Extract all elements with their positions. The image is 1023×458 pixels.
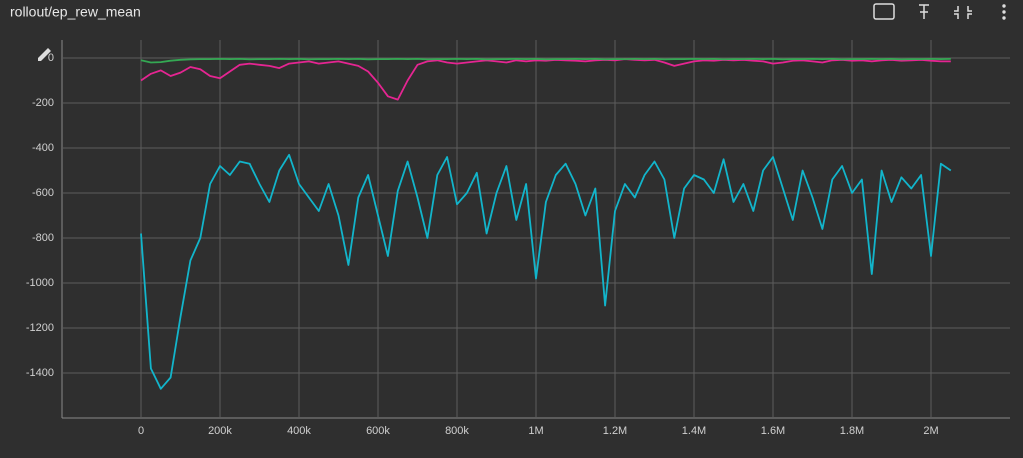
x-tick-label: 0: [138, 425, 144, 437]
y-tick-label: -600: [32, 187, 54, 199]
chart-title: rollout/ep_rew_mean: [10, 4, 141, 20]
x-tick-label: 2M: [923, 425, 938, 437]
edit-icon[interactable]: [38, 48, 51, 61]
plot-area: -1400 -1200 -1000 -800 -600 -400 -200 0 0 200k 400…: [26, 40, 1010, 437]
x-tick-label: 200k: [208, 425, 232, 437]
y-tick-label: 0: [48, 52, 54, 64]
x-tick-label: 1M: [528, 425, 543, 437]
toolbar: [38, 3, 1006, 61]
x-tick-label: 800k: [445, 425, 469, 437]
series-line: [140, 58, 951, 101]
x-tick-label: 600k: [366, 425, 390, 437]
x-tick-label: 1.2M: [603, 425, 627, 437]
fit-domain-button[interactable]: [873, 3, 895, 20]
y-tick-label: -1000: [26, 277, 54, 289]
x-tick-label: 400k: [287, 425, 311, 437]
collapse-button[interactable]: [954, 6, 972, 19]
y-tick-label: -1200: [26, 322, 54, 334]
y-tick-label: -1400: [26, 367, 54, 379]
menu-button[interactable]: [1002, 4, 1006, 20]
y-tick-label: -800: [32, 232, 54, 244]
pin-button[interactable]: [919, 4, 929, 19]
x-tick-label: 1.6M: [761, 425, 785, 437]
x-tick-label: 1.4M: [682, 425, 706, 437]
y-tick-label: -400: [32, 142, 54, 154]
y-tick-label: -200: [32, 97, 54, 109]
series-line: [140, 58, 951, 64]
x-tick-label: 1.8M: [840, 425, 864, 437]
series-line: [140, 153, 952, 390]
